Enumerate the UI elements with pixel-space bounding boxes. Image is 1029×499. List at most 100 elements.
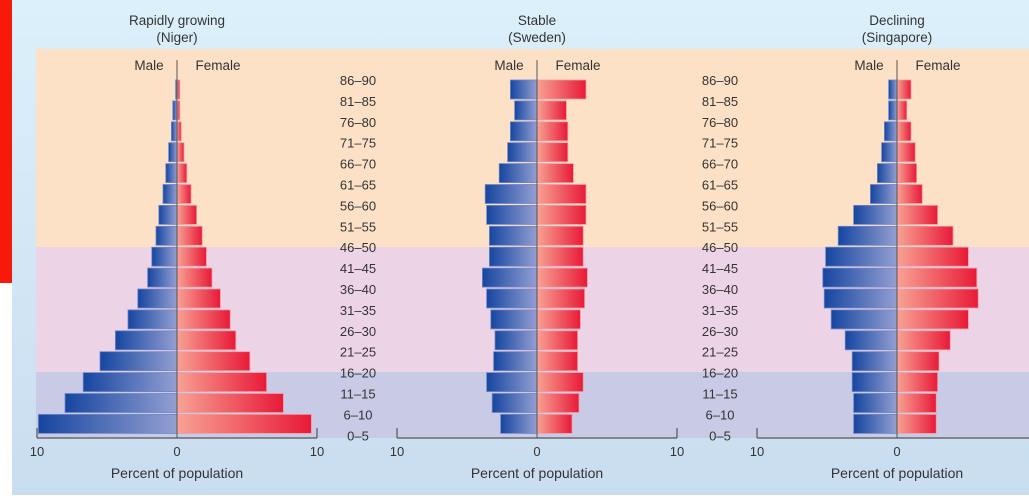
age-label: 86–90 xyxy=(702,73,738,88)
age-label: 76–80 xyxy=(702,115,738,130)
bar-female xyxy=(536,184,587,204)
age-label: 31–35 xyxy=(340,303,376,318)
x-tick-label: 10 xyxy=(670,444,684,459)
x-axis-label: Percent of population xyxy=(831,465,963,481)
bar-male xyxy=(64,393,178,413)
bar-female xyxy=(536,246,584,267)
x-axis-label: Percent of population xyxy=(111,465,243,481)
age-label: 46–50 xyxy=(340,240,376,255)
age-label: 71–75 xyxy=(702,136,738,151)
bar-female xyxy=(896,309,969,330)
age-label: 71–75 xyxy=(340,136,376,151)
age-label: 16–20 xyxy=(340,366,376,381)
bar-male xyxy=(486,372,538,393)
bar-female xyxy=(536,142,569,163)
bar-female xyxy=(536,225,584,246)
age-label: 36–40 xyxy=(702,282,738,297)
bar-male xyxy=(172,100,178,121)
bar-male xyxy=(825,246,898,267)
x-tick-label: 10 xyxy=(30,444,44,459)
bar-female xyxy=(536,204,587,225)
bar-female xyxy=(536,100,567,121)
bar-female xyxy=(536,163,574,184)
legend-female: Female xyxy=(915,58,960,73)
age-label: 61–65 xyxy=(702,178,738,193)
bar-female xyxy=(176,225,203,246)
bar-male xyxy=(851,372,898,393)
bar-male xyxy=(514,100,538,121)
bar-female xyxy=(176,267,213,288)
bar-male xyxy=(837,225,898,246)
x-tick-label: 0 xyxy=(893,444,900,459)
bar-female xyxy=(176,330,237,351)
age-label: 41–45 xyxy=(340,261,376,276)
bar-male xyxy=(486,204,538,225)
bar-female xyxy=(896,142,916,163)
bar-male xyxy=(823,288,898,309)
age-label: 6–10 xyxy=(344,407,373,422)
bar-female xyxy=(536,351,578,372)
bar-female xyxy=(176,121,182,142)
chart-subtitle: (Niger) xyxy=(156,30,197,45)
bar-female xyxy=(536,393,580,413)
bar-female xyxy=(176,351,251,372)
bar-male xyxy=(853,413,898,434)
bar-female xyxy=(896,330,951,351)
bar-male xyxy=(488,225,538,246)
age-label: 26–30 xyxy=(702,324,738,339)
bar-male xyxy=(509,79,538,100)
bar-female xyxy=(896,393,937,413)
bar-female xyxy=(536,79,587,100)
age-label: 6–10 xyxy=(706,407,735,422)
chart-title: Rapidly growing xyxy=(129,13,225,28)
bar-female xyxy=(536,121,569,142)
bar-male xyxy=(162,184,178,204)
age-label: 51–55 xyxy=(340,219,376,234)
bar-male xyxy=(490,309,538,330)
age-label: 41–45 xyxy=(702,261,738,276)
bar-female xyxy=(896,413,937,434)
age-label: 11–15 xyxy=(702,387,737,402)
bar-female xyxy=(536,372,584,393)
age-label: 81–85 xyxy=(702,94,738,109)
bar-female xyxy=(896,204,938,225)
red-accent-bar xyxy=(0,0,12,283)
legend-male: Male xyxy=(494,58,523,73)
bar-female xyxy=(176,372,267,393)
age-label: 86–90 xyxy=(340,73,376,88)
bar-male xyxy=(822,267,898,288)
bar-female xyxy=(536,267,588,288)
bar-male xyxy=(844,330,898,351)
bar-male xyxy=(481,267,538,288)
bar-male xyxy=(99,351,178,372)
bar-female xyxy=(536,330,578,351)
bar-male xyxy=(491,393,538,413)
age-label: 56–60 xyxy=(702,198,738,213)
bar-male xyxy=(853,204,898,225)
bar-female xyxy=(176,163,188,184)
bar-male xyxy=(509,121,538,142)
x-tick-label: 10 xyxy=(750,444,764,459)
age-label: 16–20 xyxy=(702,366,738,381)
chart-subtitle: (Singapore) xyxy=(862,30,933,45)
x-tick-label: 10 xyxy=(310,444,324,459)
bar-female xyxy=(896,184,923,204)
age-label: 31–35 xyxy=(702,303,738,318)
bar-male xyxy=(127,309,178,330)
bar-male xyxy=(165,163,178,184)
age-label: 21–25 xyxy=(340,345,376,360)
age-label: 21–25 xyxy=(702,345,738,360)
bar-male xyxy=(881,142,898,163)
bar-female xyxy=(536,309,581,330)
bar-female xyxy=(896,288,979,309)
bar-male xyxy=(168,142,178,163)
bar-female xyxy=(176,184,192,204)
bar-male xyxy=(155,225,178,246)
age-label: 66–70 xyxy=(340,157,376,172)
bar-male xyxy=(158,204,178,225)
legend-male: Male xyxy=(854,58,883,73)
bar-male xyxy=(170,121,178,142)
bar-female xyxy=(176,142,185,163)
bar-male xyxy=(151,246,178,267)
